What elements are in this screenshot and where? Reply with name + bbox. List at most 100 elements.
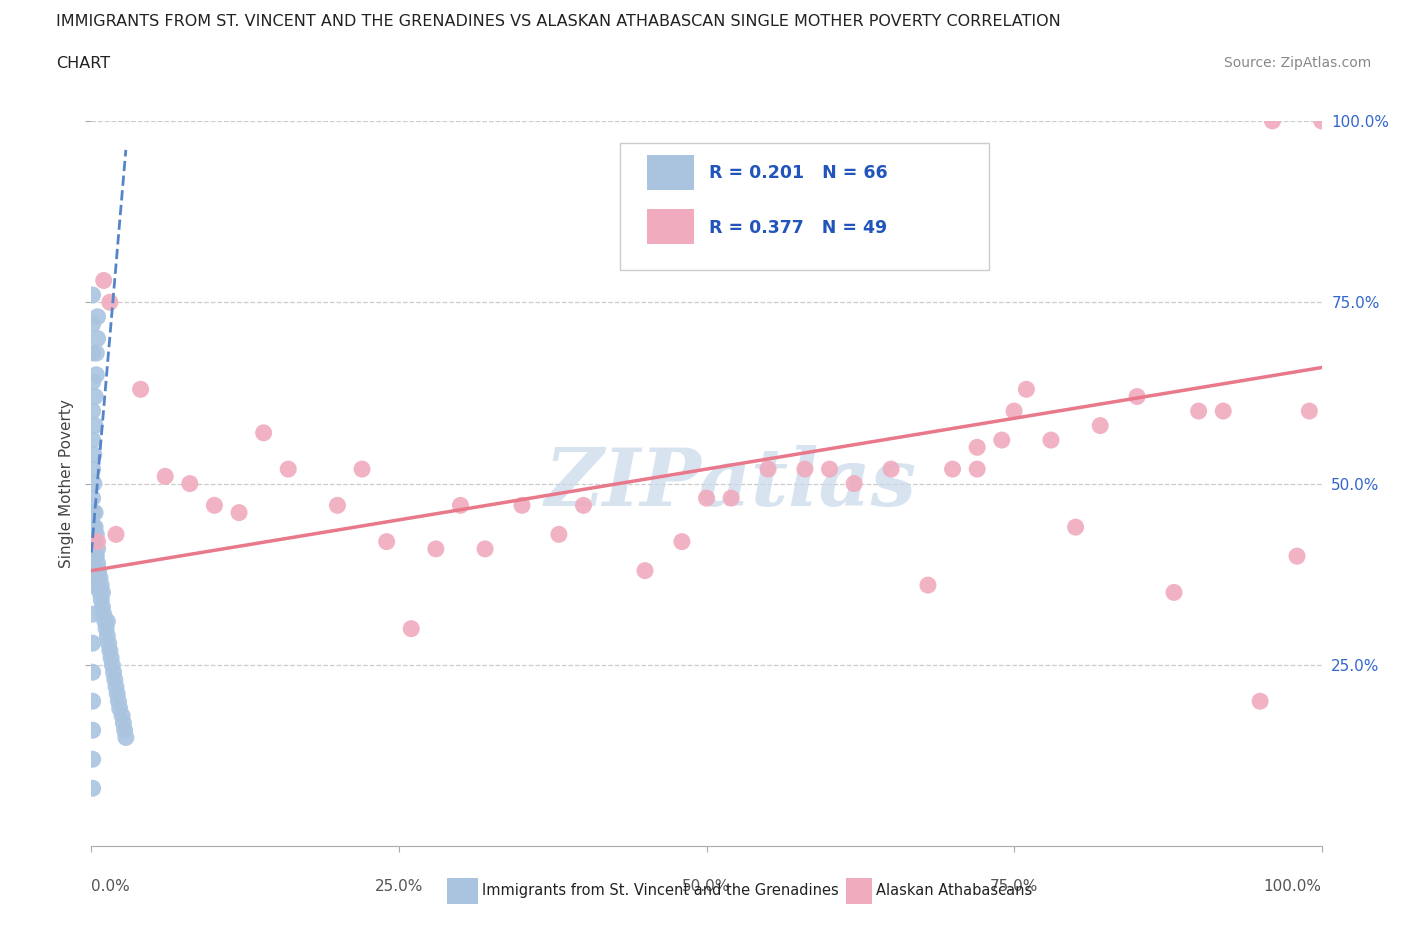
Point: [1310, 113, 1333, 128]
Point: [671, 534, 693, 549]
Point: [86, 367, 108, 382]
FancyBboxPatch shape: [620, 142, 990, 270]
Point: [1039, 432, 1063, 447]
Point: [86, 527, 108, 542]
Point: [96, 614, 118, 629]
Point: [82, 346, 104, 361]
Point: [86, 346, 108, 361]
Point: [104, 672, 127, 687]
Point: [89, 570, 111, 585]
Point: [86, 331, 108, 346]
Point: [756, 461, 779, 476]
Point: [86, 541, 108, 556]
Point: [1249, 694, 1271, 709]
Point: [112, 715, 135, 730]
Text: R = 0.377   N = 49: R = 0.377 N = 49: [709, 219, 887, 237]
Point: [547, 527, 569, 542]
Point: [917, 578, 939, 592]
Point: [108, 701, 131, 716]
Point: [101, 658, 124, 672]
Point: [82, 665, 104, 680]
Point: [399, 621, 422, 636]
Point: [82, 781, 104, 796]
Point: [83, 476, 105, 491]
Point: [105, 527, 127, 542]
Text: 100.0%: 100.0%: [1264, 879, 1322, 894]
Point: [82, 723, 104, 737]
Point: [202, 498, 225, 512]
Point: [87, 578, 110, 592]
Point: [114, 723, 136, 737]
Point: [98, 295, 121, 310]
Point: [253, 425, 276, 440]
Point: [449, 498, 471, 512]
Point: [86, 534, 108, 549]
Point: [83, 534, 105, 549]
Point: [1187, 404, 1209, 418]
Point: [1064, 520, 1087, 535]
Text: 0.0%: 0.0%: [91, 879, 131, 894]
Point: [179, 476, 201, 491]
Point: [82, 694, 104, 709]
Point: [1261, 113, 1284, 128]
Point: [1212, 404, 1234, 418]
Point: [1163, 585, 1185, 600]
Point: [129, 382, 152, 397]
Point: [818, 461, 841, 476]
Point: [84, 534, 107, 549]
Point: [111, 709, 134, 724]
Point: [86, 549, 108, 564]
Text: Source: ZipAtlas.com: Source: ZipAtlas.com: [1223, 56, 1371, 70]
Point: [880, 461, 903, 476]
Text: IMMIGRANTS FROM ST. VINCENT AND THE GRENADINES VS ALASKAN ATHABASCAN SINGLE MOTH: IMMIGRANTS FROM ST. VINCENT AND THE GREN…: [56, 14, 1062, 29]
Point: [793, 461, 815, 476]
Point: [84, 505, 107, 520]
Text: Alaskan Athabascans: Alaskan Athabascans: [876, 884, 1032, 898]
Text: Immigrants from St. Vincent and the Grenadines: Immigrants from St. Vincent and the Gren…: [482, 884, 839, 898]
Point: [1088, 418, 1111, 433]
Point: [83, 447, 105, 462]
Point: [91, 585, 114, 600]
Bar: [647, 209, 695, 245]
Point: [96, 621, 117, 636]
Point: [105, 679, 127, 694]
Point: [82, 491, 104, 506]
Point: [86, 564, 108, 578]
Point: [572, 498, 595, 512]
Point: [82, 287, 104, 302]
Text: CHART: CHART: [56, 56, 110, 71]
Point: [352, 461, 374, 476]
Point: [84, 520, 107, 535]
Bar: [647, 155, 695, 190]
Point: [966, 440, 988, 455]
Point: [375, 534, 398, 549]
Point: [82, 404, 104, 418]
Point: [842, 476, 865, 491]
Point: [82, 751, 104, 766]
Point: [1298, 404, 1320, 418]
Point: [103, 665, 125, 680]
Point: [87, 564, 110, 578]
Point: [82, 578, 104, 592]
Point: [100, 650, 122, 665]
Point: [90, 592, 112, 607]
Point: [96, 629, 118, 644]
Point: [228, 505, 250, 520]
Point: [82, 461, 104, 476]
Text: R = 0.201   N = 66: R = 0.201 N = 66: [709, 164, 887, 182]
Point: [91, 600, 114, 615]
Point: [97, 636, 120, 651]
Point: [966, 461, 988, 476]
Point: [84, 389, 107, 404]
Point: [83, 505, 105, 520]
Point: [107, 694, 129, 709]
Point: [86, 570, 108, 585]
Point: [277, 461, 299, 476]
Text: ZIPatlas: ZIPatlas: [546, 445, 917, 523]
Point: [1285, 549, 1308, 564]
Point: [1126, 389, 1149, 404]
Point: [425, 541, 447, 556]
Point: [153, 469, 177, 484]
Point: [695, 491, 717, 506]
Point: [93, 273, 115, 288]
